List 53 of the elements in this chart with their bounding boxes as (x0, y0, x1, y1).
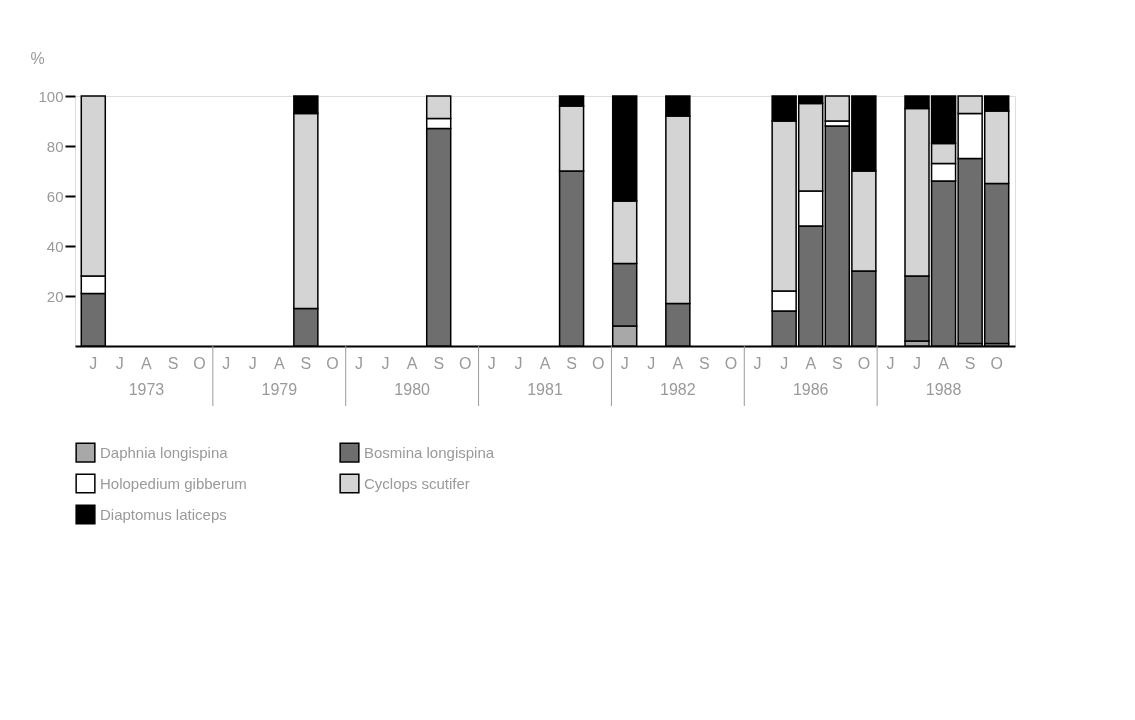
y-tick-label: 100 (38, 87, 64, 105)
x-tick-label: J (753, 355, 762, 372)
x-tick-label: S (699, 355, 710, 372)
x-tick-label: J (620, 355, 629, 372)
legend-label: Daphnia longispina (100, 443, 229, 461)
y-axis-title: % (30, 49, 45, 67)
x-tick-label: J (355, 355, 363, 372)
x-tick-label: A (406, 355, 418, 372)
x-tick-label: A (672, 355, 684, 372)
x-tick-label: J (89, 355, 98, 372)
text: 1981 (527, 381, 563, 398)
x-tick-label: O (459, 355, 472, 372)
legend-label: Bosmina longispina (364, 443, 495, 461)
x-tick-label: S (831, 355, 843, 372)
x-tick-label: S (566, 355, 577, 372)
text: 1988 (925, 381, 962, 398)
legend-label: Cyclops scutifer (364, 474, 470, 492)
x-tick-label: J (647, 355, 656, 372)
text: 1982 (660, 381, 696, 398)
x-tick-label: J (780, 355, 789, 372)
x-tick-label: J (487, 355, 496, 372)
x-tick-label: J (514, 355, 523, 372)
x-tick-label: J (115, 355, 124, 372)
x-tick-label: J (248, 355, 257, 372)
x-tick-label: S (964, 355, 976, 372)
text: 1973 (128, 381, 165, 398)
text: 1986 (792, 381, 829, 398)
text: 1979 (261, 381, 298, 398)
x-tick-label: O (193, 355, 206, 372)
x-tick-label: J (381, 355, 390, 372)
x-tick-label: A (273, 355, 285, 372)
x-tick-label: A (141, 355, 153, 372)
x-tick-label: S (433, 355, 445, 372)
x-tick-label: O (857, 355, 871, 372)
x-tick-label: S (167, 355, 179, 372)
x-tick-label: J (913, 355, 921, 372)
x-tick-label: A (805, 355, 817, 372)
x-tick-label: J (886, 355, 895, 372)
x-tick-label: O (591, 355, 605, 372)
x-tick-label: O (724, 355, 738, 372)
x-tick-label: J (222, 355, 231, 372)
legend-label: Holopedium gibberum (100, 474, 247, 492)
x-tick-label: S (300, 355, 312, 372)
text: 1980 (394, 381, 431, 398)
x-tick-label: O (326, 355, 339, 372)
y-tick-label: 20 (46, 287, 64, 305)
y-tick-label: 60 (46, 187, 64, 205)
y-tick-label: 40 (46, 237, 64, 255)
x-tick-label: A (938, 355, 950, 372)
y-tick-label: 80 (46, 137, 64, 155)
x-tick-label: A (539, 355, 551, 372)
legend-label: Diaptomus laticeps (100, 505, 227, 523)
x-tick-label: O (990, 355, 1003, 372)
